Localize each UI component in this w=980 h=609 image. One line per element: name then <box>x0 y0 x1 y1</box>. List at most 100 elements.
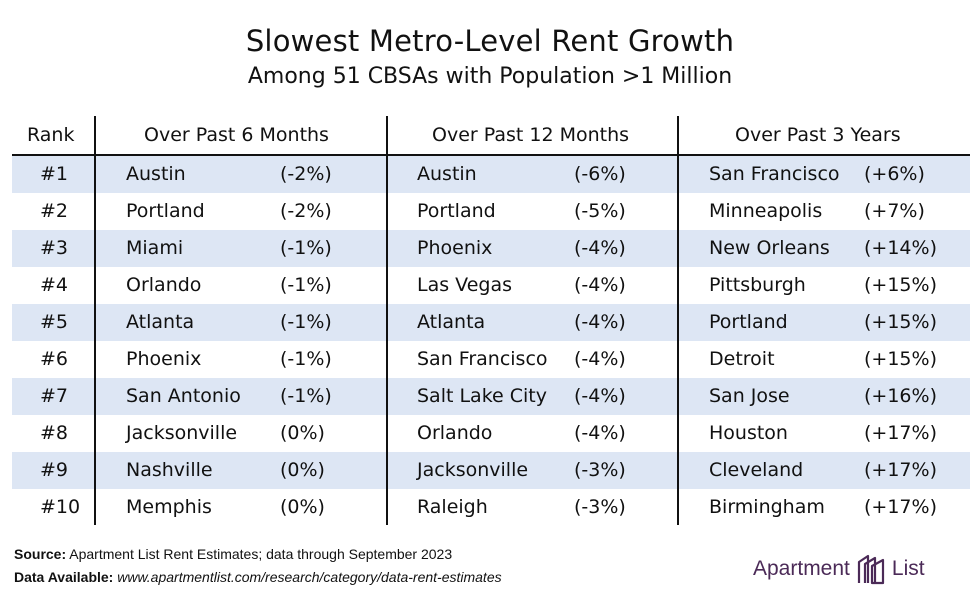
city-12-months: Austin <box>417 163 477 185</box>
chart-subtitle: Among 51 CBSAs with Population >1 Millio… <box>247 64 733 89</box>
change-12-months: (-4%) <box>574 274 626 296</box>
city-6-months: Miami <box>126 237 184 259</box>
table-row: #9 Nashville (0%) Jacksonville (-3%) Clevelan… <box>12 452 970 489</box>
brand-logo: Apartment List <box>753 552 925 586</box>
header-rank: Rank <box>27 124 75 146</box>
city-3-years: Cleveland <box>709 459 804 481</box>
city-6-months: Orlando <box>126 274 202 296</box>
table-row: #5 Atlanta (-1%) Atlanta (-4%) Portland (+15%) <box>12 304 970 341</box>
header-6-months: Over Past 6 Months <box>144 124 329 146</box>
change-3-years: (+17%) <box>864 496 937 518</box>
column-divider <box>386 116 388 525</box>
change-3-years: (+6%) <box>864 163 925 185</box>
change-12-months: (-3%) <box>574 459 626 481</box>
rank-cell: #10 <box>40 496 81 518</box>
city-3-years: San Francisco <box>709 163 840 185</box>
apartment-list-logo-icon <box>857 554 884 585</box>
change-12-months: (-4%) <box>574 311 626 333</box>
brand-word-apartment: Apartment <box>753 557 850 580</box>
change-12-months: (-4%) <box>574 237 626 259</box>
data-available-label: Data Available: <box>14 569 114 585</box>
change-12-months: (-3%) <box>574 496 626 518</box>
column-divider <box>677 116 679 525</box>
table-row: #10 Memphis (0%) Raleigh (-3%) Birmingham (+17… <box>12 489 970 526</box>
change-6-months: (-1%) <box>280 348 332 370</box>
change-6-months: (-1%) <box>280 385 332 407</box>
change-6-months: (-1%) <box>280 237 332 259</box>
city-12-months: Las Vegas <box>417 274 512 296</box>
change-12-months: (-5%) <box>574 200 626 222</box>
table-row: #8 Jacksonville (0%) Orlando (-4%) Houston (+1… <box>12 415 970 452</box>
city-12-months: San Francisco <box>417 348 548 370</box>
rank-cell: #2 <box>40 200 69 222</box>
change-12-months: (-6%) <box>574 163 626 185</box>
chart-title: Slowest Metro-Level Rent Growth <box>245 24 735 58</box>
header-rule <box>12 154 970 156</box>
brand-word-list: List <box>891 557 925 580</box>
change-12-months: (-4%) <box>574 385 626 407</box>
change-6-months: (-1%) <box>280 274 332 296</box>
change-12-months: (-4%) <box>574 422 626 444</box>
city-12-months: Atlanta <box>417 311 486 333</box>
rank-cell: #3 <box>40 237 69 259</box>
city-3-years: Birmingham <box>709 496 825 518</box>
change-3-years: (+17%) <box>864 459 937 481</box>
city-3-years: Pittsburgh <box>709 274 806 296</box>
rank-cell: #8 <box>40 422 69 444</box>
rank-cell: #4 <box>40 274 69 296</box>
data-available-link[interactable]: www.apartmentlist.com/research/category/… <box>117 569 502 585</box>
city-6-months: Phoenix <box>126 348 202 370</box>
city-3-years: New Orleans <box>709 237 830 259</box>
source-note: Source: Apartment List Rent Estimates; d… <box>14 546 452 562</box>
city-12-months: Phoenix <box>417 237 493 259</box>
change-6-months: (0%) <box>280 459 325 481</box>
change-3-years: (+7%) <box>864 200 925 222</box>
city-6-months: Jacksonville <box>126 422 238 444</box>
change-3-years: (+15%) <box>864 274 937 296</box>
rank-cell: #9 <box>40 459 69 481</box>
table-row: #4 Orlando (-1%) Las Vegas (-4%) Pittsburgh (+… <box>12 267 970 304</box>
change-6-months: (-1%) <box>280 311 332 333</box>
change-3-years: (+17%) <box>864 422 937 444</box>
rank-cell: #5 <box>40 311 69 333</box>
rank-cell: #7 <box>40 385 69 407</box>
table-row: #2 Portland (-2%) Portland (-5%) Minneapolis (… <box>12 193 970 230</box>
city-6-months: Portland <box>126 200 205 222</box>
city-6-months: Memphis <box>126 496 212 518</box>
change-3-years: (+15%) <box>864 348 937 370</box>
city-12-months: Raleigh <box>417 496 488 518</box>
table-row: #1 Austin (-2%) Austin (-6%) San Francisco (+6… <box>12 156 970 193</box>
city-3-years: Portland <box>709 311 788 333</box>
city-12-months: Salt Lake City <box>417 385 547 407</box>
city-3-years: Detroit <box>709 348 775 370</box>
city-12-months: Orlando <box>417 422 493 444</box>
city-6-months: Atlanta <box>126 311 195 333</box>
table-row: #3 Miami (-1%) Phoenix (-4%) New Orleans (+14%… <box>12 230 970 267</box>
change-6-months: (0%) <box>280 496 325 518</box>
city-3-years: San Jose <box>709 385 790 407</box>
source-text: Apartment List Rent Estimates; data thro… <box>69 546 453 562</box>
city-3-years: Minneapolis <box>709 200 823 222</box>
rank-cell: #6 <box>40 348 69 370</box>
city-6-months: San Antonio <box>126 385 241 407</box>
city-12-months: Jacksonville <box>417 459 529 481</box>
change-6-months: (-2%) <box>280 200 332 222</box>
source-label: Source: <box>14 546 67 562</box>
rank-cell: #1 <box>40 163 69 185</box>
data-available-note: Data Available: www.apartmentlist.com/re… <box>14 569 502 585</box>
table-row: #6 Phoenix (-1%) San Francisco (-4%) Detroit (… <box>12 341 970 378</box>
city-12-months: Portland <box>417 200 496 222</box>
city-6-months: Austin <box>126 163 186 185</box>
header-3-years: Over Past 3 Years <box>735 124 901 146</box>
change-3-years: (+15%) <box>864 311 937 333</box>
change-3-years: (+14%) <box>864 237 937 259</box>
column-divider <box>94 116 96 525</box>
change-3-years: (+16%) <box>864 385 937 407</box>
change-6-months: (0%) <box>280 422 325 444</box>
change-6-months: (-2%) <box>280 163 332 185</box>
table-row: #7 San Antonio (-1%) Salt Lake City (-4%) San… <box>12 378 970 415</box>
header-12-months: Over Past 12 Months <box>432 124 630 146</box>
city-6-months: Nashville <box>126 459 213 481</box>
change-12-months: (-4%) <box>574 348 626 370</box>
city-3-years: Houston <box>709 422 788 444</box>
